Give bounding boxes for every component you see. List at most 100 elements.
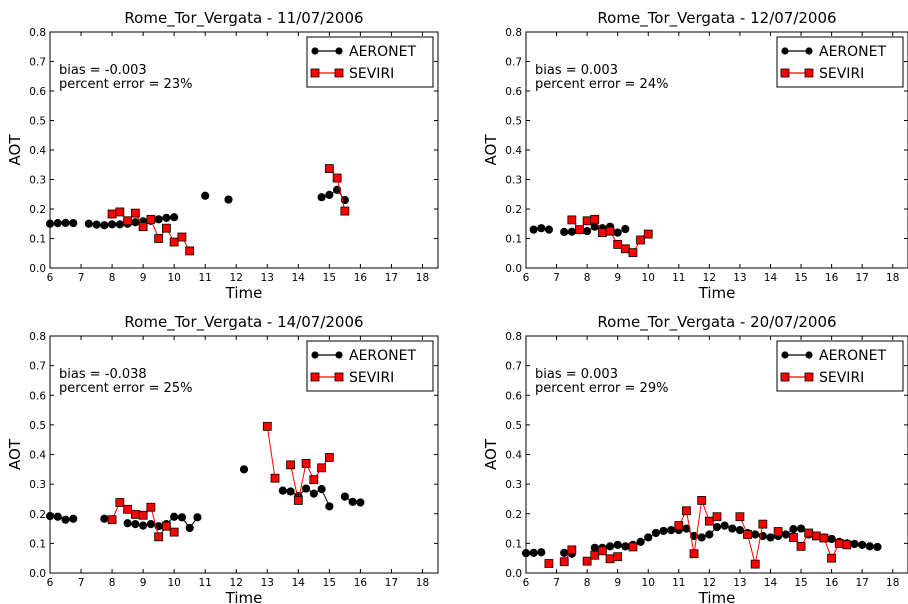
aeronet-point <box>651 528 660 538</box>
seviri-point <box>559 557 569 567</box>
aeronet-point <box>139 521 148 530</box>
seviri-point <box>146 502 156 512</box>
y-tick-label: 0.6 <box>29 86 46 98</box>
aeronet-point <box>537 548 546 557</box>
y-tick-label: 0.5 <box>505 116 522 128</box>
aeronet-point <box>53 512 62 521</box>
seviri-point <box>309 475 319 485</box>
legend-marker-circle <box>311 351 319 359</box>
series-line-segment <box>754 524 764 565</box>
series-line-segment <box>747 534 756 565</box>
seviri-point <box>293 496 303 505</box>
y-tick-label: 0.5 <box>505 420 522 432</box>
aeronet-point <box>45 219 55 228</box>
x-tick-label: 13 <box>733 577 746 589</box>
seviri-point <box>154 234 164 243</box>
x-tick-label: 6 <box>523 272 530 284</box>
y-tick-label: 0.8 <box>29 27 46 39</box>
percent-error-annotation: percent error = 29% <box>535 381 668 396</box>
seviri-point <box>682 506 691 516</box>
x-tick-label: 18 <box>416 272 429 284</box>
seviri-point <box>575 225 584 235</box>
seviri-point <box>123 216 132 226</box>
legend-marker-circle <box>805 47 813 55</box>
x-tick-label: 10 <box>642 272 655 284</box>
x-tick-label: 14 <box>292 272 306 284</box>
y-tick-label: 0.4 <box>29 145 46 157</box>
x-tick-label: 15 <box>794 272 807 284</box>
legend-marker-square <box>804 68 814 78</box>
subplot-title: Rome_Tor_Vergata - 12/07/2006 <box>597 9 836 28</box>
aeronet-point <box>356 498 365 507</box>
series-line-segment <box>290 464 299 501</box>
seviri-point <box>161 223 171 233</box>
y-tick-label: 0.1 <box>505 234 522 246</box>
series-line-segment <box>297 463 307 501</box>
x-tick-label: 7 <box>78 272 85 284</box>
legend-label: SEVIRI <box>819 66 864 82</box>
x-tick-label: 17 <box>855 272 868 284</box>
aeronet-point <box>827 534 836 544</box>
y-tick-label: 0.3 <box>505 175 522 187</box>
seviri-point <box>270 473 280 483</box>
y-axis-label: AOT <box>6 438 24 470</box>
aeronet-point <box>193 513 202 522</box>
seviri-point <box>115 207 125 217</box>
x-tick-label: 8 <box>584 577 591 589</box>
aeronet-point <box>728 524 737 533</box>
aeronet-point <box>590 543 599 552</box>
aeronet-point <box>873 542 882 552</box>
x-tick-label: 10 <box>642 577 655 589</box>
x-tick-label: 10 <box>167 272 180 284</box>
seviri-point <box>804 528 814 538</box>
legend: AERONET SEVIRI <box>306 36 434 88</box>
bias-annotation: bias = 0.003 <box>535 367 618 382</box>
legend-label: AERONET <box>349 348 416 364</box>
aeronet-point <box>146 520 155 529</box>
seviri-point <box>286 460 295 470</box>
legend-marker-circle <box>781 47 789 55</box>
x-tick-label: 18 <box>416 577 429 589</box>
seviri-point <box>130 509 140 519</box>
aeronet-point <box>170 213 179 222</box>
seviri-point <box>107 515 117 525</box>
aeronet-point <box>850 539 859 549</box>
aeronet-point <box>131 218 140 227</box>
aeronet-point <box>286 487 295 496</box>
series-seviri <box>107 421 334 542</box>
legend-label: SEVIRI <box>349 66 394 82</box>
y-tick-label: 0.3 <box>505 479 522 491</box>
seviri-point <box>590 214 600 224</box>
seviri-point <box>177 232 187 242</box>
aeronet-point <box>667 525 676 535</box>
series-line-segment <box>693 500 703 554</box>
seviri-point <box>115 498 125 507</box>
seviri-point <box>613 239 623 249</box>
seviri-point <box>123 504 132 514</box>
y-tick-label: 0.0 <box>29 263 46 275</box>
legend: AERONET SEVIRI <box>776 36 904 88</box>
y-tick-label: 0.0 <box>505 568 522 580</box>
seviri-point <box>628 542 638 552</box>
x-axis-label: Time <box>225 589 263 604</box>
series-line-segment <box>266 426 276 479</box>
aeronet-point <box>644 533 653 542</box>
x-tick-label: 11 <box>672 272 685 284</box>
x-tick-label: 12 <box>230 577 243 589</box>
aeronet-point <box>53 219 62 228</box>
aeronet-point <box>789 525 798 534</box>
aeronet-point <box>751 530 760 539</box>
aeronet-point <box>720 521 729 530</box>
seviri-point <box>743 530 752 539</box>
x-tick-label: 16 <box>825 272 839 284</box>
legend-label: SEVIRI <box>349 370 394 386</box>
seviri-point <box>185 246 195 256</box>
x-tick-label: 16 <box>354 272 368 284</box>
legend-marker-square <box>804 372 814 382</box>
seviri-point <box>544 559 554 568</box>
x-tick-label: 12 <box>703 272 716 284</box>
x-tick-label: 9 <box>614 577 621 589</box>
aeronet-point <box>712 522 722 532</box>
x-tick-label: 6 <box>47 577 54 589</box>
